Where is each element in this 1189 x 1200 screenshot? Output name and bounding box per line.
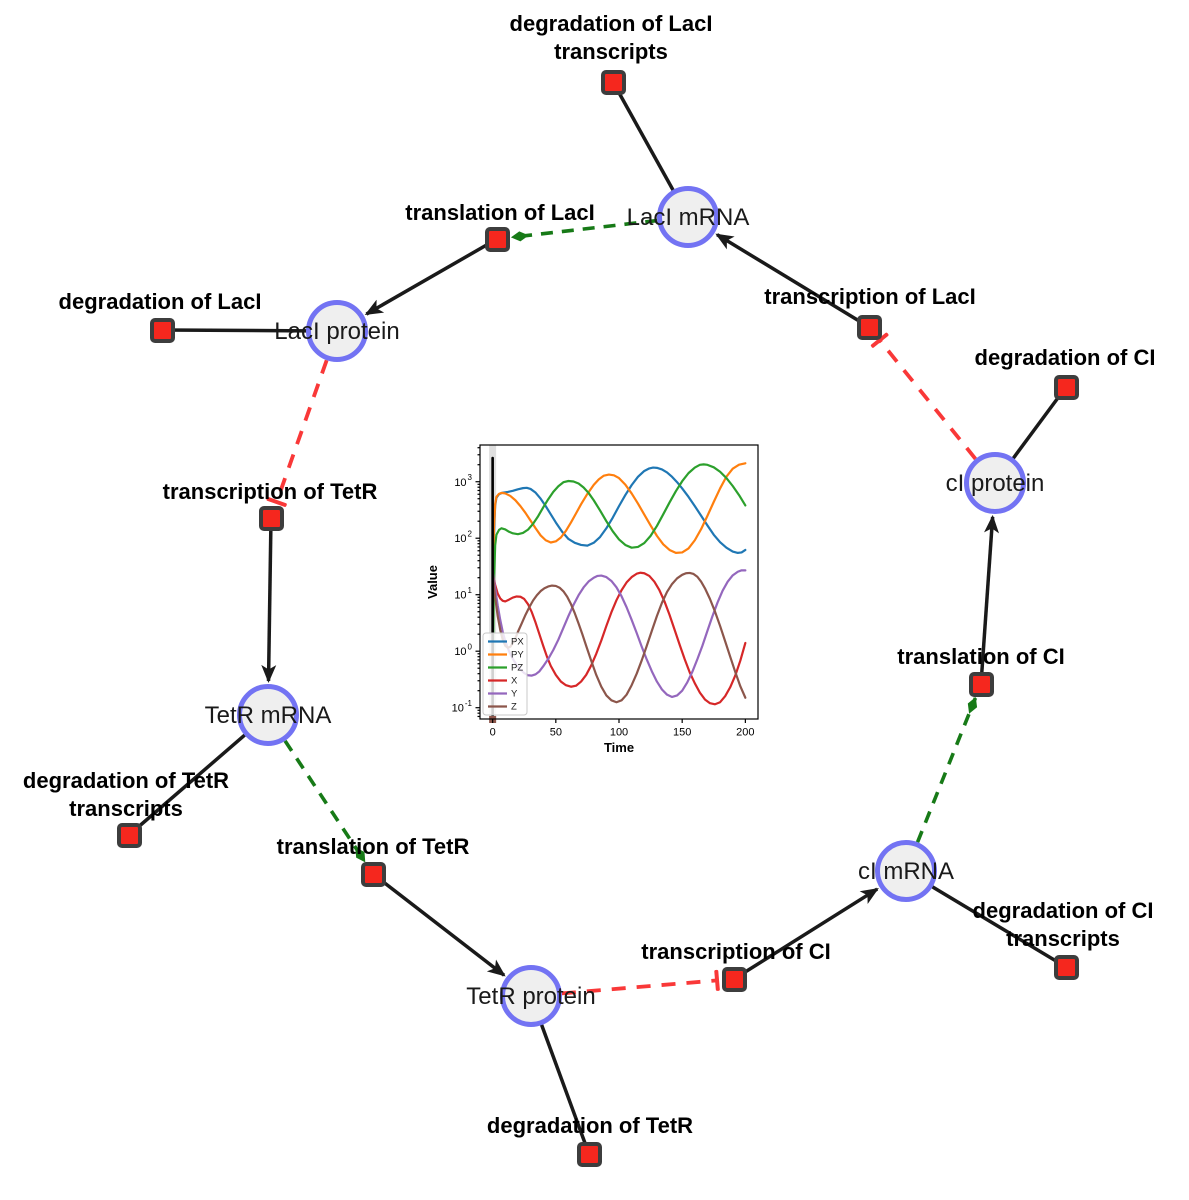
edge-consumption-tetr_mrna-r_deg_tetr_tx [127, 733, 247, 837]
species-label-ci_mrna: cI mRNA [858, 858, 954, 885]
edge-production-r_transl_tetr-tetr_prot [371, 872, 506, 977]
reaction-label-line: translation of LacI [405, 200, 595, 225]
reaction-label-line: transcripts [554, 39, 668, 64]
reaction-node-r_transl_tetr[interactable] [360, 861, 386, 887]
edge-inhibition-tetr_prot-r_tx_ci [561, 969, 720, 996]
reaction-label-r_deg_ci: degradation of CI [975, 344, 1156, 372]
reaction-label-line: transcription of TetR [162, 479, 378, 504]
edge-activation-laci_mrna-r_transl_laci [510, 218, 658, 242]
edge-production-r_transl_laci-laci_prot [364, 237, 498, 316]
reaction-node-r_deg_laci_tx[interactable] [600, 69, 626, 95]
reaction-node-r_tx_tetr[interactable] [258, 505, 284, 531]
species-node-tetr_prot[interactable] [500, 965, 562, 1027]
species-label-laci_prot: LacI protein [274, 318, 400, 345]
reaction-node-r_transl_ci[interactable] [968, 671, 994, 697]
reaction-node-r_deg_laci[interactable] [149, 317, 175, 343]
reaction-label-line: degradation of TetR [22, 768, 230, 793]
reaction-label-r_deg_tetr_tx: degradation of TetR transcripts [23, 767, 229, 823]
species-node-ci_prot[interactable] [964, 452, 1026, 514]
reaction-node-r_tx_laci[interactable] [856, 314, 882, 340]
edge-activation-tetr_mrna-r_transl_tetr [283, 739, 367, 863]
species-node-laci_prot[interactable] [306, 300, 368, 362]
reaction-label-r_transl_laci: translation of LacI [405, 199, 594, 227]
reaction-label-line: transcription of CI [641, 939, 831, 964]
edge-consumption-tetr_prot-r_deg_tetr [539, 1023, 591, 1155]
species-label-tetr_prot: TetR protein [466, 983, 596, 1010]
edge-inhibition-laci_prot-r_tx_tetr [266, 359, 329, 507]
reaction-label-line: transcripts [1006, 926, 1120, 951]
edge-consumption-laci_prot-r_deg_laci [161, 328, 308, 333]
edge-consumption-laci_mrna-r_deg_laci_tx [611, 81, 675, 192]
edge-inhibition-ci_prot-r_tx_laci [870, 332, 977, 461]
edge-consumption-ci_mrna-r_deg_ci_tx [930, 884, 1067, 969]
reaction-label-r_tx_ci: transcription of CI [641, 938, 830, 966]
reaction-label-r_tx_tetr: transcription of TetR [163, 478, 378, 506]
reaction-node-r_deg_tetr[interactable] [576, 1141, 602, 1167]
species-label-ci_prot: cI protein [945, 470, 1045, 497]
reaction-label-r_transl_tetr: translation of TetR [277, 833, 470, 861]
reaction-node-r_transl_laci[interactable] [484, 226, 510, 252]
reaction-label-r_tx_laci: transcription of LacI [764, 283, 975, 311]
reaction-node-r_deg_ci[interactable] [1053, 374, 1079, 400]
edge-production-r_tx_tetr-tetr_mrna [261, 517, 277, 684]
reaction-label-r_deg_laci_tx: degradation of LacI transcripts [510, 10, 713, 66]
timecourse-inset-chart [425, 432, 770, 767]
reaction-node-r_tx_ci[interactable] [721, 966, 747, 992]
reaction-label-line: transcripts [69, 796, 183, 821]
edge-production-r_tx_ci-ci_mrna [733, 887, 879, 981]
reaction-label-line: transcription of LacI [764, 284, 976, 309]
edge-production-r_transl_ci-ci_prot [979, 514, 1000, 685]
reaction-label-line: translation of TetR [276, 834, 470, 859]
edge-activation-ci_mrna-r_transl_ci [915, 696, 978, 843]
reaction-label-r_transl_ci: translation of CI [897, 643, 1064, 671]
species-label-laci_mrna: LacI mRNA [626, 204, 750, 231]
reaction-label-line: degradation of LacI [58, 289, 262, 314]
species-node-ci_mrna[interactable] [875, 840, 937, 902]
reaction-label-r_deg_tetr: degradation of TetR [487, 1112, 693, 1140]
reaction-label-line: degradation of CI [974, 345, 1156, 370]
species-label-tetr_mrna: TetR mRNA [204, 702, 332, 729]
reaction-label-line: degradation of LacI [509, 11, 713, 36]
species-node-tetr_mrna[interactable] [237, 684, 299, 746]
reaction-node-r_deg_tetr_tx[interactable] [116, 822, 142, 848]
reaction-label-line: degradation of CI [972, 898, 1154, 923]
reaction-label-line: translation of CI [897, 644, 1065, 669]
edge-production-r_tx_laci-laci_mrna [715, 233, 870, 329]
reaction-label-r_deg_laci: degradation of LacI [59, 288, 262, 316]
reaction-label-r_deg_ci_tx: degradation of CI transcripts [973, 897, 1154, 953]
reaction-node-r_deg_ci_tx[interactable] [1053, 954, 1079, 980]
species-node-laci_mrna[interactable] [657, 186, 719, 248]
reaction-label-line: degradation of TetR [486, 1113, 694, 1138]
